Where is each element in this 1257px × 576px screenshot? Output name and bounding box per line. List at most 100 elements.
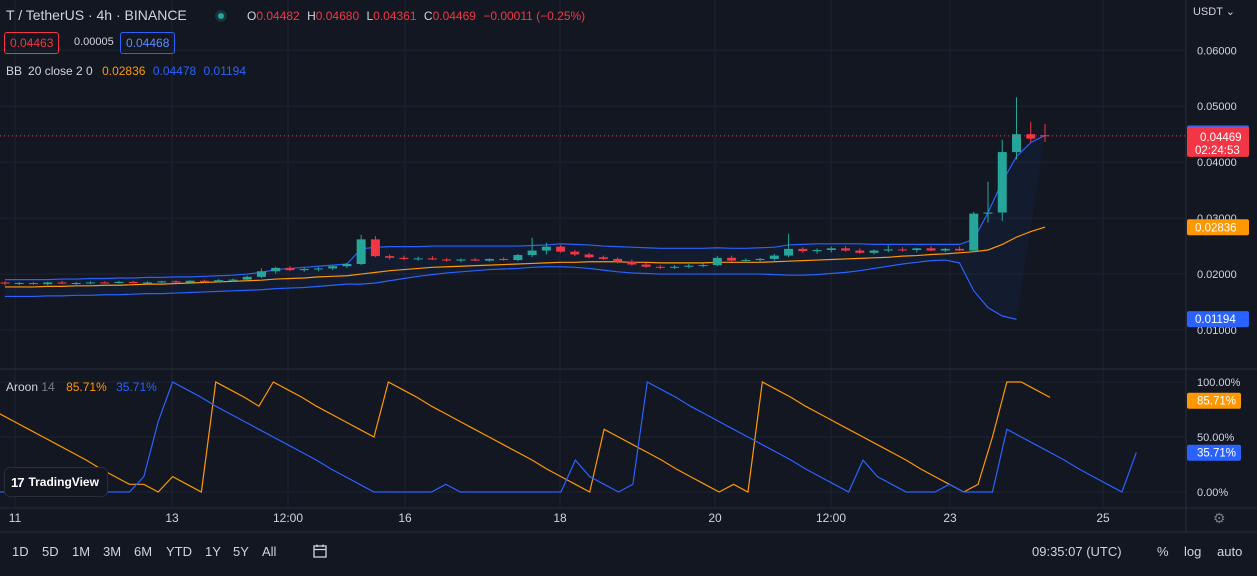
candle-body bbox=[271, 267, 281, 272]
tf-3m[interactable]: 3M bbox=[103, 544, 122, 559]
bb-lower-line bbox=[5, 259, 1017, 320]
last-price-tag: 0.04469 bbox=[1200, 132, 1242, 144]
candle-body bbox=[755, 258, 765, 261]
tf-5d[interactable]: 5D bbox=[42, 544, 59, 559]
utc-clock[interactable]: 09:35:07 (UTC) bbox=[1032, 544, 1122, 559]
time-tick-label: 12:00 bbox=[273, 511, 303, 525]
candle-body bbox=[399, 257, 409, 259]
tf-1y[interactable]: 1Y bbox=[205, 544, 221, 559]
candle-body bbox=[556, 246, 566, 252]
tradingview-logo[interactable]: 17 TradingView bbox=[4, 467, 108, 497]
time-tick-label: 11 bbox=[9, 511, 22, 525]
candle-body bbox=[712, 257, 722, 266]
candle-body bbox=[684, 265, 694, 267]
candle-body bbox=[442, 259, 452, 261]
candle-body bbox=[499, 258, 509, 261]
aroon-down-tag-bg bbox=[1187, 444, 1241, 461]
bb-basis-tag-bg bbox=[1187, 219, 1249, 236]
candle-body bbox=[855, 250, 865, 253]
candle-body bbox=[670, 266, 680, 268]
candle-body bbox=[313, 268, 323, 270]
bb-legend[interactable]: BB 20 close 2 0 0.02836 0.04478 0.01194 bbox=[6, 64, 250, 78]
candle-body bbox=[242, 276, 252, 280]
price-tick-label: 0.02000 bbox=[1197, 269, 1237, 281]
bb-upper-line bbox=[5, 134, 1046, 281]
tf-all[interactable]: All bbox=[262, 544, 277, 559]
bb-params: 20 close 2 0 bbox=[28, 64, 93, 78]
bb-upper-value: 0.04478 bbox=[152, 64, 197, 78]
price-tick-label: 0.05000 bbox=[1197, 101, 1237, 113]
price-tick-label: 0.06000 bbox=[1197, 45, 1237, 57]
bb-name: BB bbox=[6, 64, 23, 78]
time-tick-label: 25 bbox=[1096, 511, 1110, 525]
ohlc-high: 0.04680 bbox=[315, 9, 360, 23]
bb-lower-tag: 0.01194 bbox=[1195, 314, 1236, 326]
candle-body bbox=[570, 251, 580, 255]
candle-body bbox=[727, 257, 737, 261]
candle-body bbox=[484, 258, 494, 261]
date-range-icon[interactable] bbox=[312, 543, 328, 559]
candle-body bbox=[812, 249, 822, 252]
tf-1d[interactable]: 1D bbox=[12, 544, 29, 559]
aroon-tick-label: 50.00% bbox=[1197, 432, 1235, 444]
candle-body bbox=[0, 282, 10, 284]
ohlc-high-key: H bbox=[307, 9, 316, 23]
candle-body bbox=[869, 250, 879, 253]
symbol-title[interactable]: T / TetherUS · 4h · BINANCE bbox=[6, 7, 187, 23]
candle-body bbox=[199, 280, 209, 282]
tradingview-logo-text: TradingView bbox=[28, 475, 99, 489]
candle-body bbox=[912, 248, 922, 250]
bb-lower-tag-bg bbox=[1187, 311, 1249, 328]
tf-1m[interactable]: 1M bbox=[72, 544, 91, 559]
ohlc-readout: O0.04482 H0.04680 L0.04361 C0.04469 −0.0… bbox=[247, 9, 589, 23]
ask-button[interactable]: 0.04468 bbox=[120, 32, 176, 54]
ohlc-low: 0.04361 bbox=[373, 9, 417, 23]
candle-body bbox=[413, 258, 423, 260]
currency-selector[interactable]: USDT ⌄ bbox=[1192, 6, 1235, 18]
time-tick-label: 23 bbox=[943, 511, 957, 525]
candle-body bbox=[698, 265, 708, 267]
market-status-icon bbox=[215, 10, 227, 22]
aroon-name: Aroon bbox=[6, 380, 39, 394]
candle-body bbox=[114, 281, 124, 284]
time-tick-label: 12:00 bbox=[816, 511, 846, 525]
aroon-up-value: 85.71% bbox=[66, 380, 107, 394]
candle-body bbox=[43, 282, 53, 285]
aroon-up-tag: 85.71% bbox=[1197, 396, 1236, 408]
tf-ytd[interactable]: YTD bbox=[166, 544, 192, 559]
candle-body bbox=[85, 282, 95, 284]
candle-body bbox=[784, 248, 794, 256]
tf-6m[interactable]: 6M bbox=[134, 544, 153, 559]
candle-body bbox=[342, 263, 352, 267]
log-toggle[interactable]: log bbox=[1184, 544, 1202, 559]
bid-button[interactable]: 0.04463 bbox=[4, 32, 60, 54]
tf-5y[interactable]: 5Y bbox=[233, 544, 249, 559]
price-tick-label: 0.01000 bbox=[1197, 325, 1237, 337]
ohlc-close: 0.04469 bbox=[432, 9, 476, 23]
candle-body bbox=[228, 279, 238, 281]
aroon-up-line bbox=[0, 381, 1051, 493]
candle-body bbox=[641, 264, 651, 267]
aroon-tick-label: 0.00% bbox=[1197, 487, 1228, 499]
auto-toggle[interactable]: auto bbox=[1217, 544, 1243, 559]
candle-body bbox=[356, 239, 366, 264]
candle-body bbox=[798, 248, 808, 252]
candle-body bbox=[171, 281, 181, 283]
time-tick-label: 16 bbox=[398, 511, 412, 525]
candle-body bbox=[513, 255, 523, 261]
candle-body bbox=[57, 282, 67, 284]
aroon-legend[interactable]: Aroon 14 85.71% 35.71% bbox=[6, 380, 157, 394]
candle-body bbox=[769, 255, 779, 259]
candle-body bbox=[142, 282, 152, 284]
settings-gear-icon[interactable]: ⚙ bbox=[1213, 510, 1226, 526]
percent-toggle[interactable]: % bbox=[1157, 544, 1169, 559]
candle-body bbox=[256, 271, 266, 277]
candle-body bbox=[527, 250, 537, 256]
candle-body bbox=[997, 152, 1007, 213]
candle-body bbox=[841, 248, 851, 251]
aroon-down-line bbox=[0, 381, 1137, 493]
last-price-tag-bg bbox=[1187, 126, 1249, 157]
time-tick-label: 18 bbox=[553, 511, 567, 525]
